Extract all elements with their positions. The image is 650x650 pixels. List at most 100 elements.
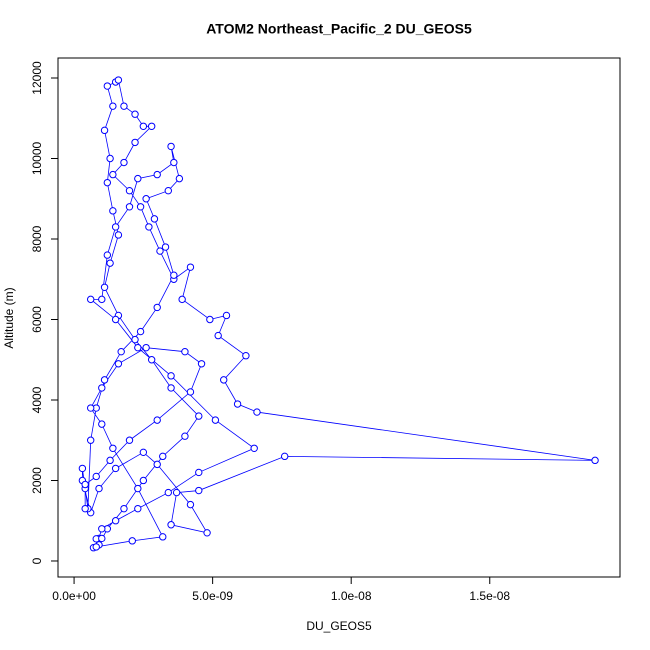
data-point — [178, 295, 186, 304]
data-point — [134, 174, 142, 183]
data-point — [186, 388, 195, 396]
data-point — [153, 460, 161, 469]
data-point — [139, 476, 148, 485]
y-tick-label: 10000 — [30, 141, 44, 175]
data-point — [106, 259, 114, 267]
data-point — [195, 412, 203, 420]
data-point — [125, 186, 134, 195]
data-point — [131, 138, 139, 147]
data-point — [197, 360, 206, 368]
data-point — [103, 82, 112, 90]
data-point — [167, 521, 175, 529]
data-point — [134, 484, 142, 493]
data-point — [98, 295, 106, 304]
data-point — [181, 432, 189, 440]
data-point — [87, 295, 95, 304]
data-point — [106, 154, 114, 163]
data-point — [233, 400, 242, 408]
data-point — [167, 142, 175, 151]
data-point — [150, 215, 159, 223]
x-tick-label: 1.5e-08 — [469, 589, 510, 603]
data-point — [103, 178, 112, 187]
data-point — [120, 504, 128, 513]
data-point — [100, 283, 109, 291]
data-point — [159, 533, 167, 541]
x-tick-label: 1.0e-08 — [331, 589, 372, 603]
data-point — [220, 376, 228, 384]
data-point — [136, 203, 145, 211]
data-point — [145, 223, 153, 231]
data-point — [156, 247, 164, 255]
data-point — [109, 102, 117, 110]
y-tick-label: 4000 — [30, 386, 44, 413]
data-point — [253, 408, 261, 416]
data-point — [280, 452, 289, 461]
data-point — [203, 529, 211, 537]
data-point — [142, 195, 150, 203]
data-point — [164, 488, 172, 497]
data-point — [114, 76, 123, 84]
data-point — [125, 203, 134, 211]
data-point — [131, 335, 139, 344]
data-point — [111, 517, 120, 525]
y-tick-label: 6000 — [30, 306, 44, 333]
data-point — [78, 464, 87, 473]
data-point — [153, 303, 161, 312]
data-point — [211, 416, 220, 424]
data-point — [128, 537, 136, 545]
data-point — [103, 251, 112, 259]
data-point — [142, 343, 150, 352]
data-point — [172, 488, 181, 497]
data-point — [159, 452, 167, 461]
data-point — [87, 436, 95, 444]
data-point — [167, 372, 175, 380]
x-tick-label: 0.0e+00 — [52, 589, 96, 603]
data-point — [81, 480, 89, 489]
data-point — [153, 170, 161, 179]
data-point — [181, 347, 189, 356]
data-point — [195, 486, 203, 495]
data-point — [139, 122, 148, 131]
data-point — [120, 158, 128, 167]
data-point — [98, 384, 106, 392]
data-point — [109, 207, 117, 215]
y-tick-label: 0 — [30, 557, 44, 564]
data-point — [591, 456, 599, 465]
data-point — [120, 102, 128, 110]
data-point — [147, 122, 156, 131]
data-point — [170, 271, 178, 279]
y-tick-label: 12000 — [30, 61, 44, 95]
data-point — [167, 384, 175, 392]
x-tick-label: 5.0e-09 — [192, 589, 233, 603]
x-axis-label: DU_GEOS5 — [306, 619, 372, 633]
data-point — [161, 243, 170, 251]
data-point — [134, 504, 142, 513]
data-point — [242, 352, 250, 360]
data-point — [147, 356, 156, 364]
data-point — [222, 311, 231, 320]
data-point — [100, 376, 109, 384]
data-point — [153, 416, 161, 424]
data-point — [250, 444, 258, 452]
data-point — [109, 444, 117, 452]
data-point — [195, 468, 203, 477]
data-point — [87, 404, 95, 412]
data-point — [98, 525, 106, 533]
data-point — [92, 543, 100, 551]
data-point — [175, 174, 184, 183]
chart-title: ATOM2 Northeast_Pacific_2 DU_GEOS5 — [206, 21, 472, 37]
data-point — [164, 186, 172, 195]
data-point — [131, 110, 139, 118]
y-tick-label: 2000 — [30, 467, 44, 494]
data-point — [109, 170, 117, 179]
data-point — [117, 347, 125, 356]
data-point — [214, 331, 222, 340]
data-point — [111, 223, 120, 231]
data-point — [100, 126, 109, 135]
data-point — [111, 315, 120, 324]
data-point — [114, 231, 123, 239]
data-point — [111, 464, 120, 473]
data-point — [170, 158, 178, 167]
data-point — [125, 436, 134, 444]
data-point — [98, 534, 106, 543]
